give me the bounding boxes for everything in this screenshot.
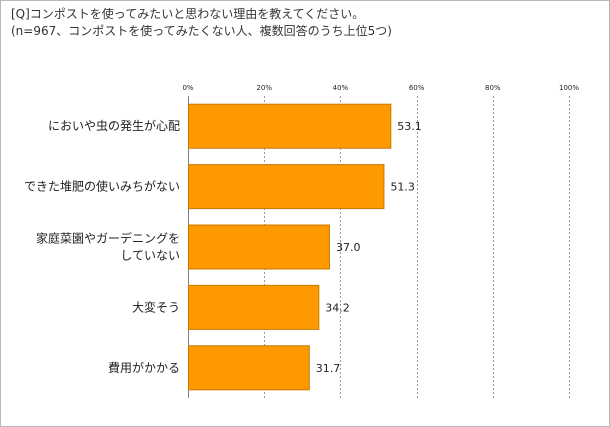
category-label: においや虫の発生が心配 xyxy=(48,118,180,133)
x-tick-label: 0% xyxy=(182,84,193,92)
x-tick-label: 20% xyxy=(256,84,272,92)
bar xyxy=(188,345,310,391)
data-label: 53.1 xyxy=(397,120,422,133)
bar xyxy=(188,284,320,330)
x-tick-label: 100% xyxy=(559,84,579,92)
x-tick-label: 40% xyxy=(333,84,349,92)
bar xyxy=(188,224,330,270)
data-label: 31.7 xyxy=(316,362,341,375)
category-label: 大変そう xyxy=(132,299,180,314)
x-tick-label: 80% xyxy=(485,84,501,92)
data-label: 34.2 xyxy=(325,301,350,314)
bar xyxy=(188,164,385,210)
data-label: 51.3 xyxy=(390,181,415,194)
chart-subtitle: (n=967、コンポストを使ってみたくない人、複数回答のうち上位5つ) xyxy=(11,24,392,38)
category-label: 家庭菜園やガーデニングをしていない xyxy=(36,231,180,263)
data-label: 37.0 xyxy=(336,241,361,254)
x-tick-label: 60% xyxy=(409,84,425,92)
bar xyxy=(188,103,392,149)
category-label: 費用がかかる xyxy=(108,360,180,375)
category-label: できた堆肥の使いみちがない xyxy=(24,179,180,194)
chart-title: [Q]コンポストを使ってみたいと思わない理由を教えてください。 xyxy=(11,7,365,21)
